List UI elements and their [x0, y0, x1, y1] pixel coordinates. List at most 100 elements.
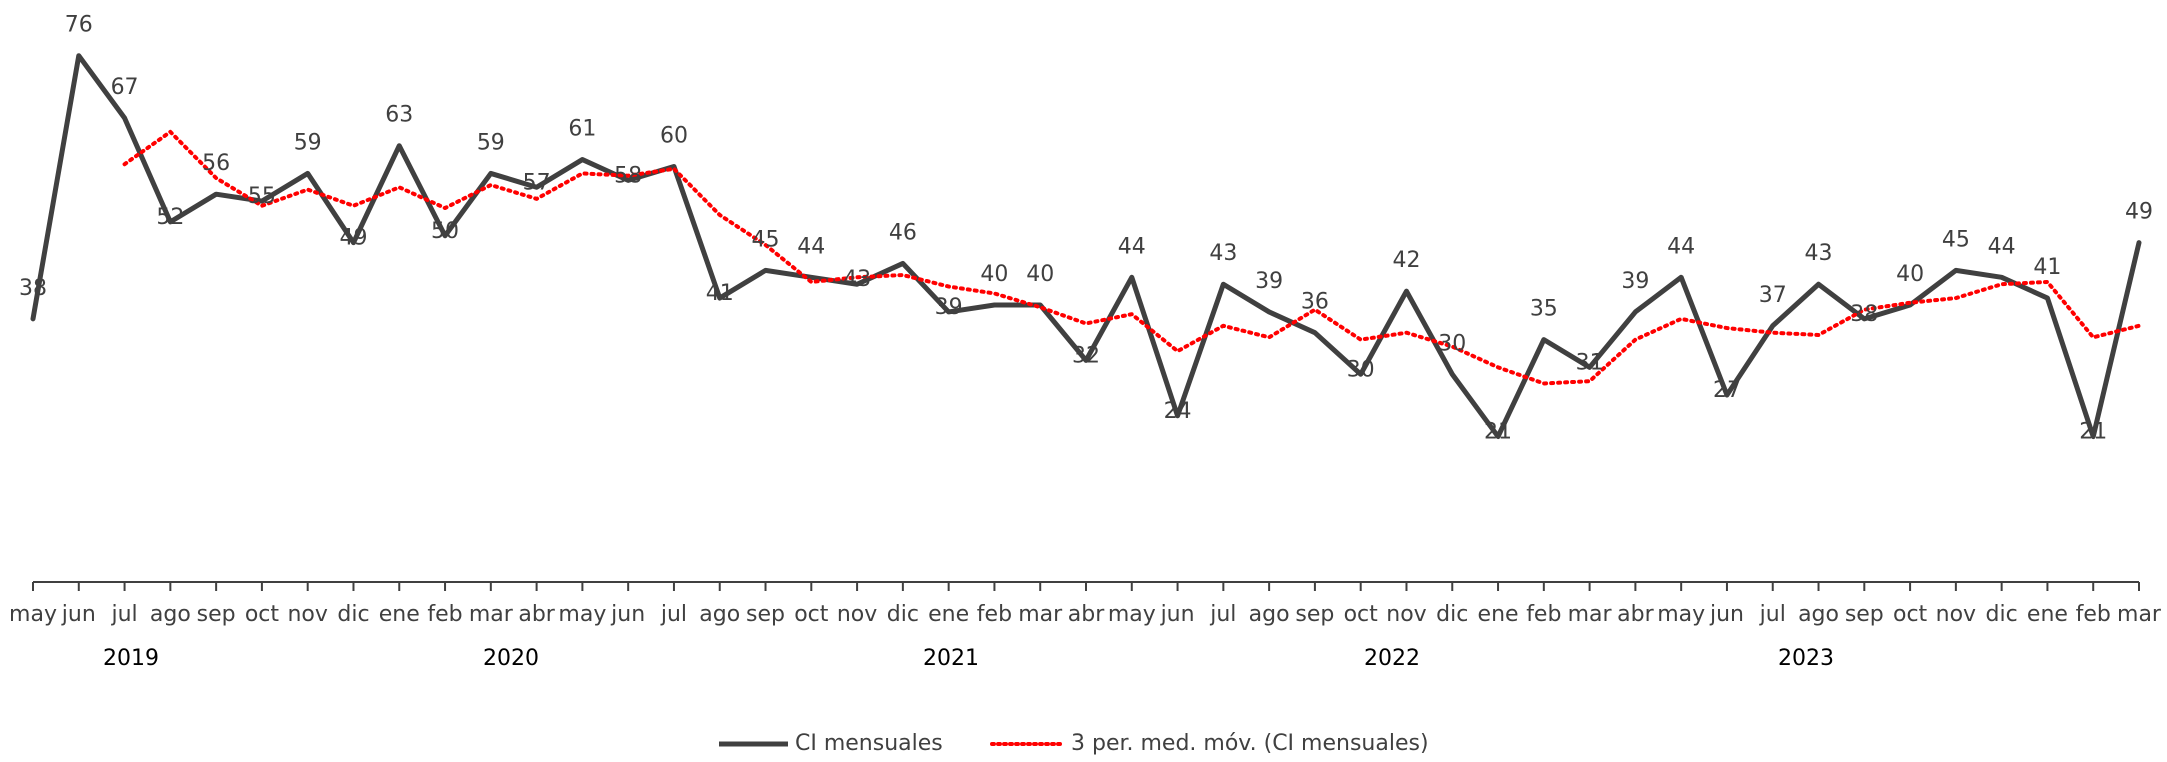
- data-label: 39: [1621, 269, 1649, 294]
- data-label: 63: [385, 103, 413, 128]
- x-tick-label: jul: [1209, 602, 1236, 627]
- data-label: 52: [156, 205, 184, 230]
- data-label: 35: [1530, 297, 1558, 322]
- data-label: 37: [1759, 283, 1787, 308]
- x-tick-label: nov: [837, 602, 877, 627]
- x-tick-label: may: [1657, 602, 1705, 627]
- data-label: 39: [935, 295, 963, 320]
- x-tick-label: may: [9, 602, 57, 627]
- data-label: 27: [1713, 378, 1741, 403]
- data-label: 39: [1255, 269, 1283, 294]
- x-tick-label: nov: [1936, 602, 1976, 627]
- data-label: 43: [1209, 241, 1237, 266]
- data-label: 49: [339, 226, 367, 251]
- x-tick-label: dic: [337, 602, 369, 627]
- x-tick-label: abr: [1617, 602, 1654, 627]
- x-tick-label: mar: [1568, 602, 1613, 627]
- x-tick-label: may: [1108, 602, 1156, 627]
- x-tick-label: feb: [2076, 602, 2111, 627]
- data-label: 45: [752, 227, 780, 252]
- data-label: 36: [1301, 290, 1329, 315]
- data-label: 42: [1392, 248, 1420, 273]
- x-tick-label: mar: [2117, 602, 2162, 627]
- x-tick-label: dic: [1986, 602, 2018, 627]
- x-tick-label: ene: [1478, 602, 1519, 627]
- data-label: 59: [294, 130, 322, 155]
- data-label: 67: [111, 75, 139, 100]
- legend-label: 3 per. med. móv. (CI mensuales): [1071, 731, 1429, 756]
- year-label: 2020: [483, 646, 539, 671]
- data-label: 49: [2125, 200, 2153, 225]
- series-line: [122, 129, 2141, 386]
- x-tick-label: jun: [1160, 602, 1195, 627]
- data-label: 41: [2033, 255, 2061, 280]
- data-label: 60: [660, 124, 688, 149]
- x-tick-label: jun: [610, 602, 645, 627]
- data-label: 50: [431, 219, 459, 244]
- series-line: [30, 53, 2142, 440]
- x-tick-label: oct: [794, 602, 829, 627]
- data-label: 43: [1805, 241, 1833, 266]
- x-tick-label: sep: [1845, 602, 1884, 627]
- x-tick-label: dic: [887, 602, 919, 627]
- x-tick-label: ago: [1798, 602, 1839, 627]
- data-label: 41: [706, 281, 734, 306]
- data-label: 38: [19, 276, 47, 301]
- legend-label: CI mensuales: [795, 731, 943, 756]
- data-label: 32: [1072, 343, 1100, 368]
- x-tick-label: sep: [746, 602, 785, 627]
- x-tick-label: abr: [518, 602, 555, 627]
- data-label: 21: [2079, 420, 2107, 445]
- x-tick-label: feb: [1526, 602, 1561, 627]
- x-tick-label: ene: [379, 602, 420, 627]
- data-label: 61: [568, 117, 596, 142]
- x-tick-label: nov: [287, 602, 327, 627]
- data-label: 30: [1347, 357, 1375, 382]
- data-label: 30: [1438, 331, 1466, 356]
- year-label: 2021: [923, 646, 979, 671]
- x-tick-label: ago: [1249, 602, 1290, 627]
- data-label: 46: [889, 220, 917, 245]
- x-tick-label: jun: [1709, 602, 1744, 627]
- x-tick-label: jul: [110, 602, 137, 627]
- x-tick-label: may: [558, 602, 606, 627]
- x-tick-label: sep: [197, 602, 236, 627]
- data-label: 21: [1484, 420, 1512, 445]
- data-label: 55: [248, 184, 276, 209]
- x-tick-label: mar: [1018, 602, 1063, 627]
- x-tick-label: sep: [1295, 602, 1334, 627]
- x-tick-label: oct: [1344, 602, 1379, 627]
- x-tick-label: feb: [977, 602, 1012, 627]
- data-label: 43: [843, 267, 871, 292]
- data-label: 59: [477, 130, 505, 155]
- data-label: 44: [797, 234, 825, 259]
- x-tick-label: ago: [150, 602, 191, 627]
- data-label: 58: [614, 163, 642, 188]
- x-tick-label: oct: [1893, 602, 1928, 627]
- x-tick-label: oct: [245, 602, 280, 627]
- x-tick-label: mar: [469, 602, 514, 627]
- year-label: 2023: [1778, 646, 1834, 671]
- data-label: 44: [1988, 234, 2016, 259]
- x-tick-label: ago: [699, 602, 740, 627]
- x-tick-label: ene: [2027, 602, 2068, 627]
- data-label: 57: [523, 170, 551, 195]
- x-tick-label: abr: [1068, 602, 1105, 627]
- data-label: 44: [1667, 234, 1695, 259]
- year-label: 2019: [103, 646, 159, 671]
- x-tick-label: ene: [928, 602, 969, 627]
- data-label: 56: [202, 151, 230, 176]
- x-tick-label: jul: [1759, 602, 1786, 627]
- x-tick-label: jun: [61, 602, 96, 627]
- data-label: 40: [980, 262, 1008, 287]
- data-label: 44: [1118, 234, 1146, 259]
- data-label: 24: [1164, 399, 1192, 424]
- data-label: 38: [1850, 302, 1878, 327]
- data-label: 45: [1942, 227, 1970, 252]
- year-label: 2022: [1364, 646, 1420, 671]
- data-label: 31: [1576, 350, 1604, 375]
- data-label: 40: [1896, 262, 1924, 287]
- x-tick-label: nov: [1386, 602, 1426, 627]
- data-label: 40: [1026, 262, 1054, 287]
